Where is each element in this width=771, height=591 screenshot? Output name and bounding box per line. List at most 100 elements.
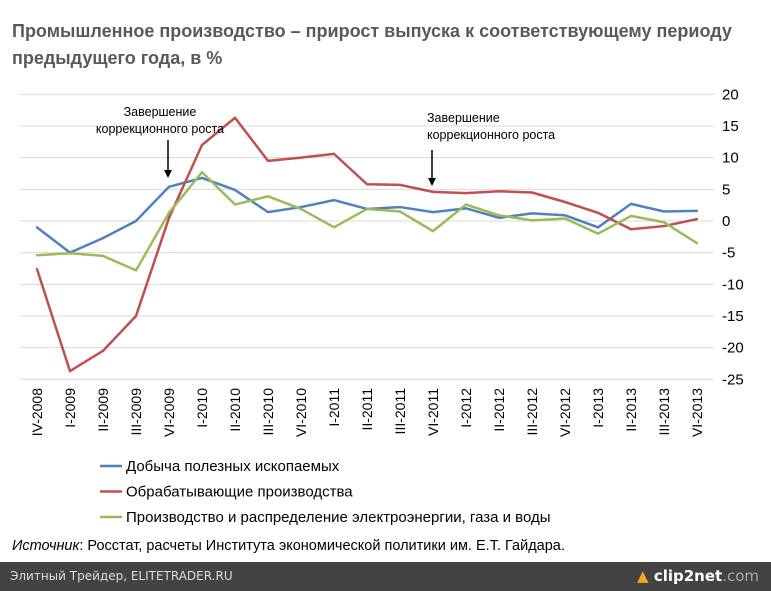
data-point xyxy=(200,176,204,180)
data-point xyxy=(134,269,138,272)
x-tick-label: IV-2008 xyxy=(29,388,45,436)
y-tick-label: 0 xyxy=(722,213,730,230)
footer-site: Элитный Трейдер, ELITETRADER.RU xyxy=(10,569,233,583)
x-tick-label: I-2010 xyxy=(194,388,210,428)
x-tick-label: II-2010 xyxy=(227,388,243,432)
data-point xyxy=(167,211,171,214)
data-point xyxy=(101,254,105,258)
data-point xyxy=(497,216,501,220)
arrow-head-icon xyxy=(164,170,172,178)
legend-label: Производство и распределение электроэнер… xyxy=(126,509,551,526)
data-point xyxy=(497,214,501,217)
footer-bar: Элитный Трейдер, ELITETRADER.RU ▲ clip2n… xyxy=(0,562,771,591)
y-tick-label: 10 xyxy=(722,150,739,167)
x-tick-label: II-2012 xyxy=(491,388,507,432)
x-tick-label: VI-2011 xyxy=(425,388,441,436)
x-tick-label: I-2011 xyxy=(326,388,342,427)
data-point xyxy=(332,198,336,202)
data-point xyxy=(68,369,72,373)
data-point xyxy=(563,200,567,204)
brand-name: clip2net xyxy=(653,567,723,585)
x-tick-label: II-2013 xyxy=(623,388,639,432)
x-tick-label: II-2011 xyxy=(359,388,375,431)
x-tick-label: VI-2013 xyxy=(689,388,705,437)
data-point xyxy=(464,203,468,206)
x-tick-label: III-2013 xyxy=(656,388,672,436)
annotation-text: коррекционного роста xyxy=(96,122,224,136)
x-tick-label: VI-2010 xyxy=(293,388,309,437)
annotation-text: коррекционного роста xyxy=(427,128,555,142)
clip2net-logo[interactable]: ▲ clip2net.com xyxy=(637,567,759,585)
data-point xyxy=(596,211,600,214)
data-point xyxy=(266,159,270,163)
y-tick-label: -15 xyxy=(722,308,744,325)
data-point xyxy=(695,209,699,213)
x-tick-label: III-2010 xyxy=(260,388,276,436)
x-tick-label: I-2009 xyxy=(62,388,78,428)
data-point xyxy=(332,226,336,229)
data-point xyxy=(332,152,336,156)
y-tick-label: -20 xyxy=(722,340,744,357)
data-point xyxy=(299,156,303,159)
data-point xyxy=(365,207,369,211)
data-point xyxy=(398,205,402,209)
data-point xyxy=(530,219,534,222)
y-tick-label: -25 xyxy=(722,371,744,388)
chart-title: Промышленное производство – прирост выпу… xyxy=(12,21,732,68)
x-tick-label: I-2013 xyxy=(590,388,606,428)
data-point xyxy=(35,267,39,271)
data-point xyxy=(629,228,633,231)
x-tick-label: II-2009 xyxy=(95,388,111,432)
data-point xyxy=(200,171,204,174)
data-point xyxy=(530,191,534,194)
data-point xyxy=(695,241,699,245)
source-text: : Росстат, расчеты Института экономическ… xyxy=(79,538,565,554)
data-point xyxy=(134,219,138,223)
data-point xyxy=(233,188,237,192)
y-tick-label: 15 xyxy=(722,118,739,135)
data-point xyxy=(233,203,237,206)
data-point xyxy=(497,190,501,193)
source-note: Источник: Росстат, расчеты Института эко… xyxy=(12,538,565,554)
data-point xyxy=(596,232,600,235)
x-tick-label: I-2012 xyxy=(458,388,474,428)
data-point xyxy=(431,210,435,214)
legend-label: Обрабатывающие производства xyxy=(126,484,353,501)
y-tick-label: 5 xyxy=(722,181,730,198)
data-point xyxy=(35,226,39,229)
annotation-text: Завершение xyxy=(427,111,500,125)
x-tick-label: III-2012 xyxy=(524,388,540,436)
y-tick-label: -10 xyxy=(722,276,744,293)
data-point xyxy=(233,116,237,119)
x-tick-label: VI-2012 xyxy=(557,388,573,437)
data-point xyxy=(530,212,534,215)
legend-label: Добыча полезных ископаемых xyxy=(126,458,340,475)
annotation-text: Завершение xyxy=(124,105,197,119)
data-point xyxy=(398,183,402,187)
y-tick-label: 20 xyxy=(722,86,739,103)
data-point xyxy=(101,236,105,240)
data-point xyxy=(662,210,666,213)
arrow-head-icon xyxy=(428,178,436,186)
x-tick-label: III-2009 xyxy=(128,388,144,436)
data-point xyxy=(266,210,270,214)
data-point xyxy=(167,216,171,220)
line-chart: 20 15 10 5 0 -5 -10 -15 -20 -25 IV-2008 I-2009 II-20… xyxy=(20,86,744,526)
data-point xyxy=(299,207,303,211)
data-point xyxy=(464,191,468,195)
data-point xyxy=(134,314,138,318)
data-point xyxy=(662,224,666,228)
data-point xyxy=(464,207,468,210)
data-point xyxy=(68,252,72,255)
data-point xyxy=(101,349,105,353)
data-point xyxy=(431,190,435,194)
x-tick-label: III-2011 xyxy=(392,388,408,435)
data-point xyxy=(563,214,567,217)
data-point xyxy=(629,214,633,218)
source-label: Источник xyxy=(12,538,80,554)
data-point xyxy=(431,229,435,233)
x-tick-label: VI-2009 xyxy=(161,388,177,437)
data-point xyxy=(563,217,567,220)
data-point xyxy=(200,143,204,147)
data-point xyxy=(167,185,171,188)
